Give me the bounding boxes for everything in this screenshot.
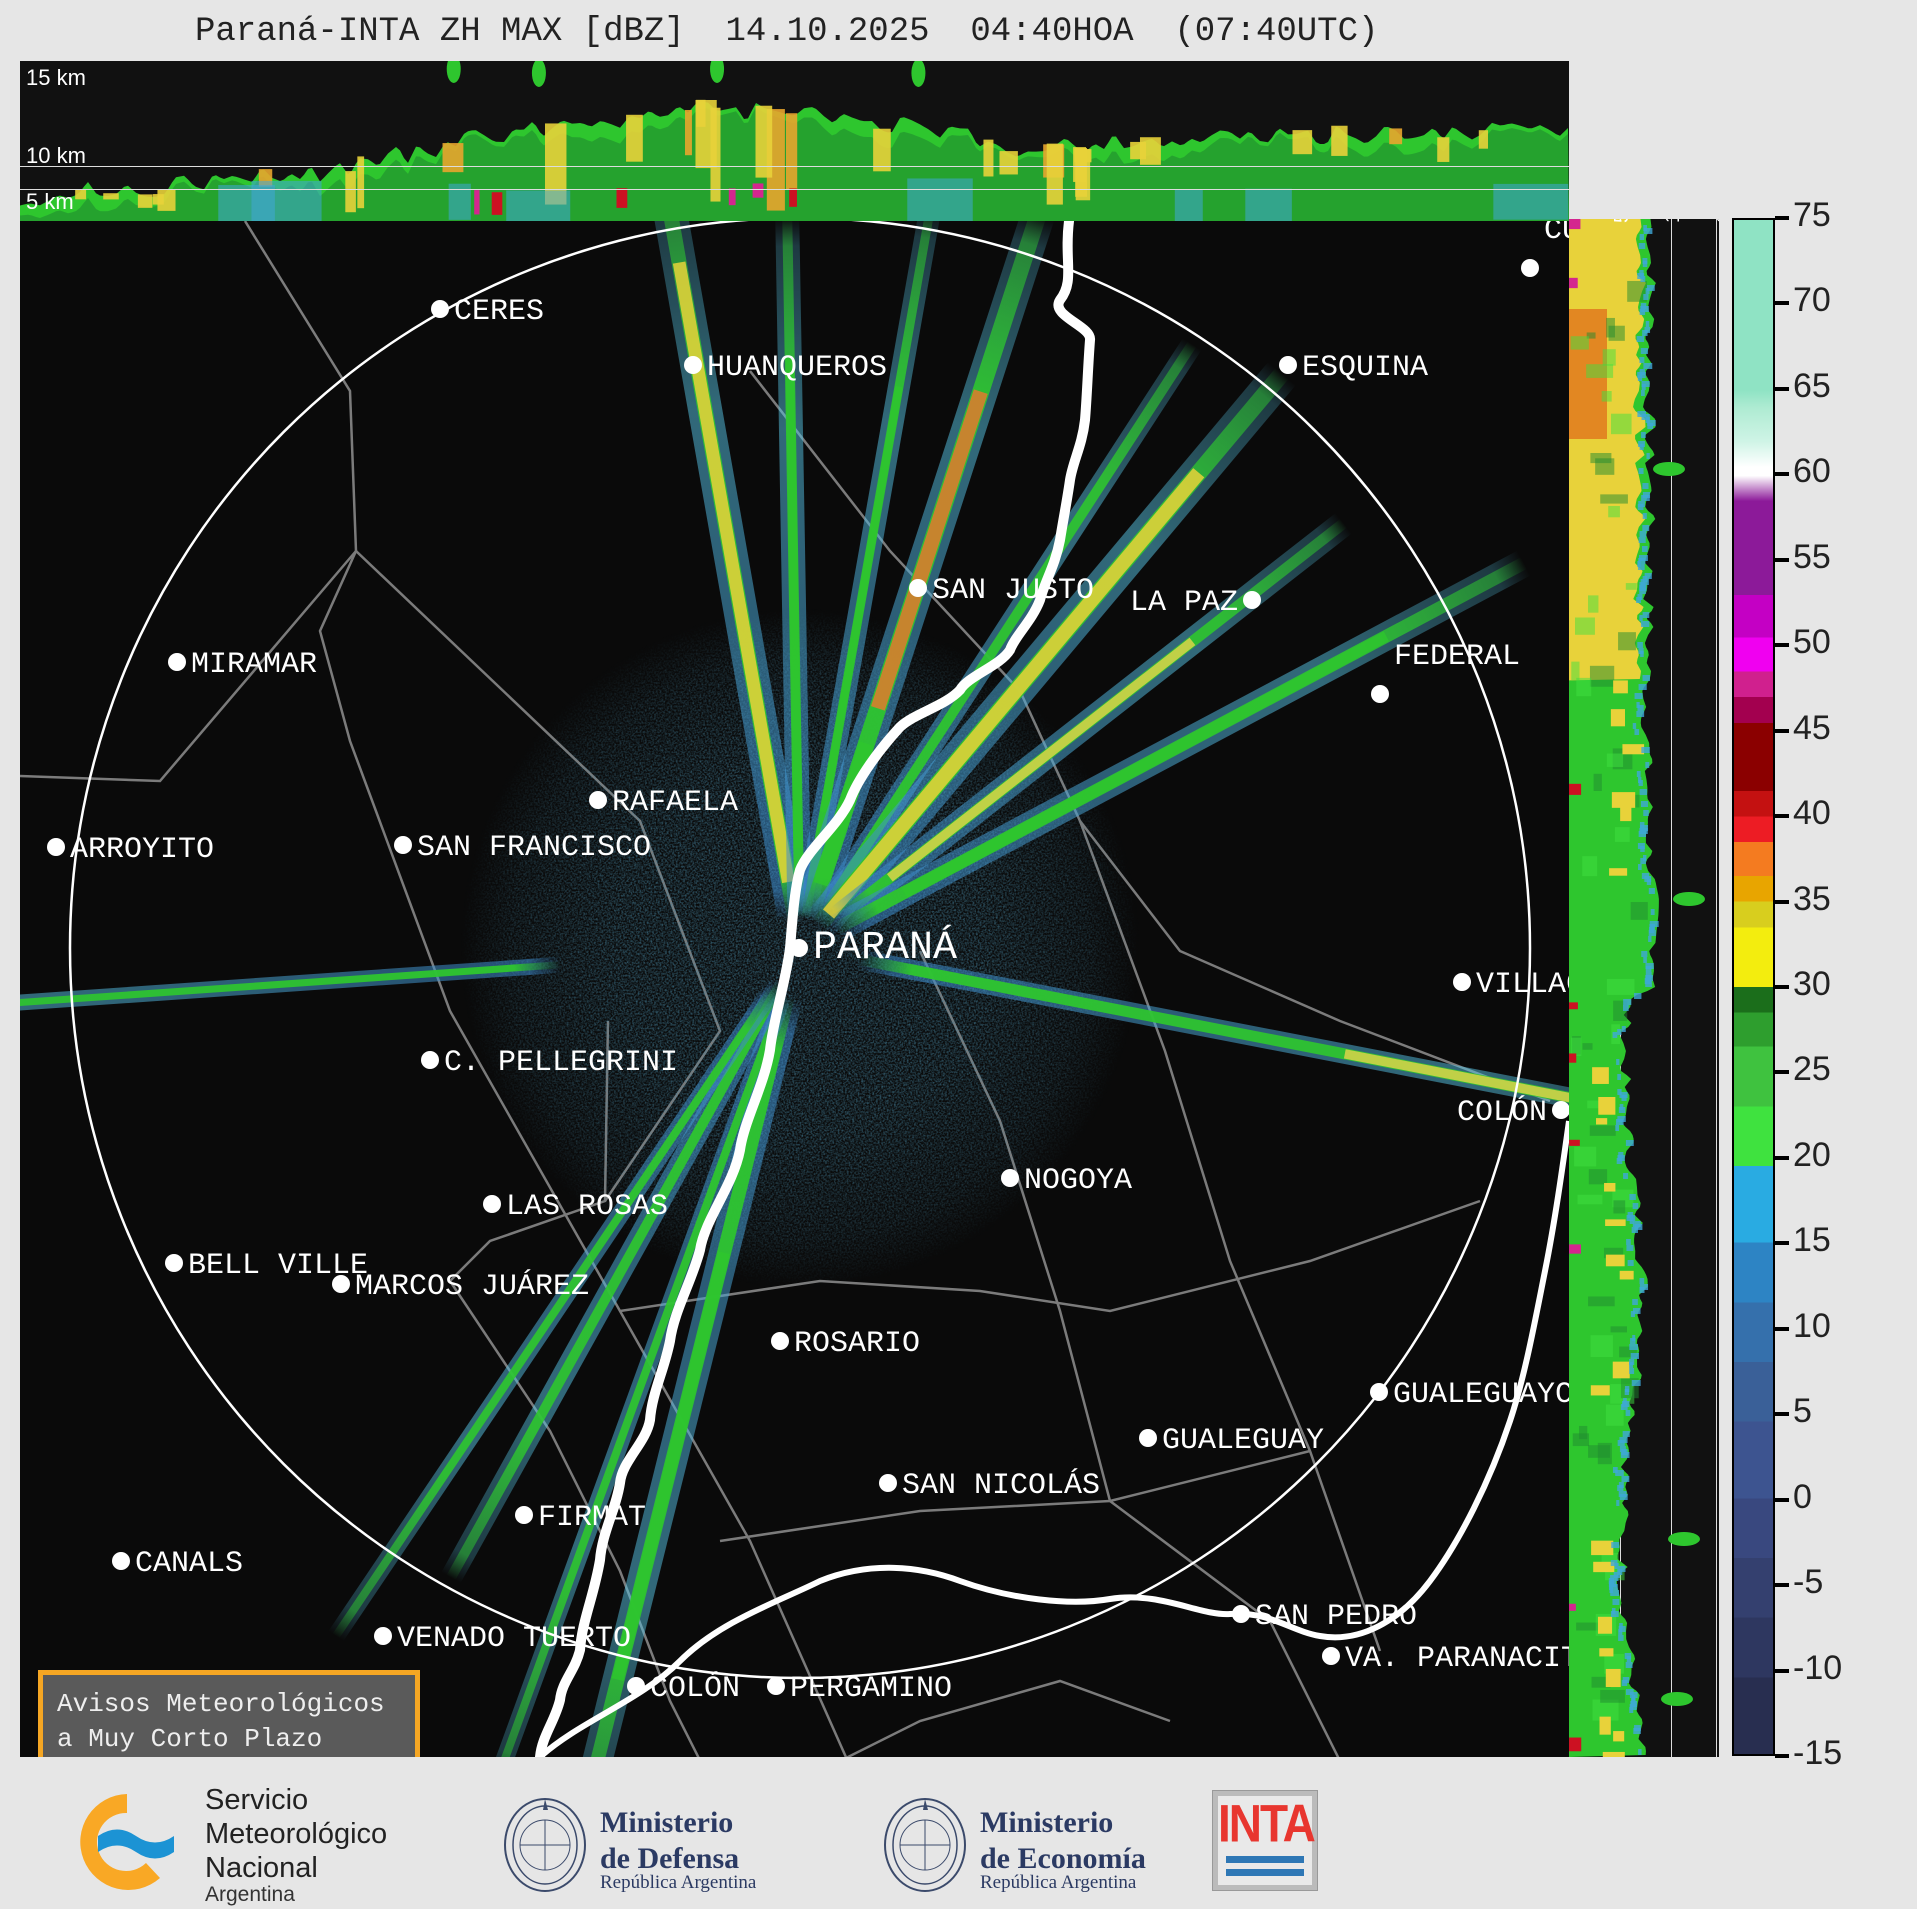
svg-text:ROSARIO: ROSARIO [794, 1327, 920, 1361]
svg-text:CU: CU [1544, 221, 1569, 248]
svg-text:PERGAMINO: PERGAMINO [790, 1672, 952, 1706]
svg-text:ESQUINA: ESQUINA [1302, 351, 1428, 385]
svg-text:GUALEGUAYCHÚ: GUALEGUAYCHÚ [1393, 1377, 1569, 1412]
svg-text:SAN FRANCISCO: SAN FRANCISCO [417, 831, 651, 865]
svg-text:NOGOYA: NOGOYA [1024, 1164, 1132, 1198]
svg-text:COLÓN: COLÓN [1457, 1095, 1547, 1130]
svg-text:SAN NICOLÁS: SAN NICOLÁS [902, 1468, 1100, 1503]
svg-text:COLÓN: COLÓN [650, 1671, 740, 1706]
svg-text:CANALS: CANALS [135, 1547, 243, 1581]
svg-text:GUALEGUAY: GUALEGUAY [1162, 1424, 1324, 1458]
svg-text:RAFAELA: RAFAELA [612, 786, 738, 820]
svg-text:C. PELLEGRINI: C. PELLEGRINI [444, 1046, 678, 1080]
svg-text:HUANQUEROS: HUANQUEROS [707, 351, 887, 385]
svg-text:SAN JUSTO: SAN JUSTO [932, 574, 1094, 608]
svg-text:SAN PEDRO: SAN PEDRO [1255, 1600, 1417, 1634]
svg-text:MIRAMAR: MIRAMAR [191, 648, 317, 682]
svg-text:VENADO TUERTO: VENADO TUERTO [397, 1622, 631, 1656]
svg-text:MARCOS JUÁREZ: MARCOS JUÁREZ [355, 1269, 589, 1304]
svg-text:FIRMAT: FIRMAT [538, 1501, 646, 1535]
svg-text:VA. PARANACITO: VA. PARANACITO [1345, 1642, 1569, 1676]
svg-text:LA PAZ: LA PAZ [1130, 586, 1238, 620]
svg-text:VILLAGUAY: VILLAGUAY [1476, 968, 1569, 1002]
svg-text:CERES: CERES [454, 295, 544, 329]
svg-text:PARANÁ: PARANÁ [813, 924, 957, 971]
svg-text:LAS ROSAS: LAS ROSAS [506, 1190, 668, 1224]
svg-text:FEDERAL: FEDERAL [1394, 640, 1520, 674]
